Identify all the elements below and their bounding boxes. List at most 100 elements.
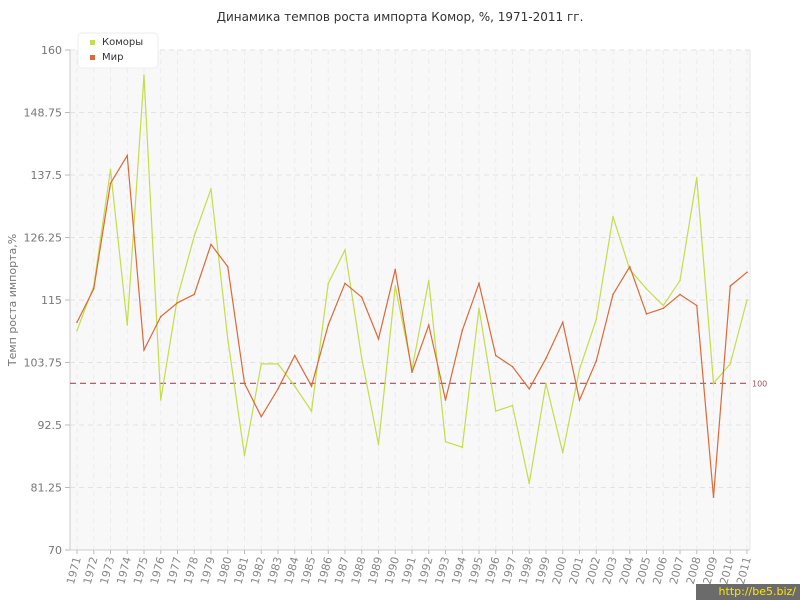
data-point: [226, 265, 229, 268]
data-point: [360, 296, 363, 299]
data-point: [143, 74, 145, 76]
data-point: [260, 415, 263, 418]
data-point: [561, 321, 564, 324]
data-point: [645, 288, 648, 290]
data-point: [578, 368, 581, 371]
data-point: [746, 271, 748, 274]
data-point: [260, 363, 263, 365]
data-point: [243, 454, 246, 457]
data-point: [662, 307, 665, 310]
watermark[interactable]: http://be5.biz/: [696, 584, 800, 600]
data-point: [679, 293, 681, 296]
data-point: [176, 301, 179, 304]
grid-lines: 70 81.25 92.5 103.75 115 126.25 137.5 148.75 160: [24, 44, 750, 557]
data-point: [729, 285, 732, 287]
data-point: [109, 168, 112, 171]
data-point: [210, 188, 212, 190]
data-point: [695, 176, 698, 179]
data-point: [344, 249, 346, 251]
data-point: [511, 365, 514, 368]
legend-label: Мир: [102, 52, 123, 63]
legend-box: [77, 32, 159, 69]
data-point: [243, 382, 246, 385]
y-tick-label: 92.5: [38, 419, 63, 432]
data-point: [411, 371, 413, 374]
data-point: [143, 349, 145, 351]
data-point: [444, 440, 447, 443]
data-point: [310, 385, 313, 387]
data-point: [494, 410, 497, 412]
data-point: [528, 482, 531, 485]
data-point: [377, 443, 380, 446]
data-point: [193, 235, 196, 237]
data-point: [109, 182, 112, 185]
data-point: [612, 215, 614, 218]
y-tick-label: 160: [41, 44, 62, 57]
data-point: [360, 357, 363, 360]
data-point: [628, 265, 631, 268]
data-point: [427, 324, 430, 326]
data-point: [92, 288, 95, 290]
data-point: [193, 293, 196, 296]
data-point: [561, 451, 564, 454]
y-tick-label: 137.5: [31, 169, 63, 182]
data-point: [394, 285, 397, 287]
y-axis-label: Темп роста импорта,%: [6, 234, 19, 367]
data-point: [712, 382, 715, 385]
data-point: [461, 446, 464, 449]
data-point: [461, 329, 464, 332]
series-2: [76, 153, 748, 499]
data-point: [159, 315, 162, 318]
data-point: [159, 399, 162, 401]
data-point: [344, 282, 346, 285]
data-point: [645, 313, 648, 315]
data-point: [478, 282, 480, 285]
data-point: [76, 329, 78, 332]
data-point: [327, 282, 330, 285]
data-point: [210, 243, 212, 246]
data-point: [746, 299, 748, 301]
data-point: [394, 268, 397, 271]
data-point: [578, 399, 581, 401]
data-point: [277, 363, 279, 365]
data-point: [427, 279, 430, 282]
data-point: [478, 307, 480, 310]
data-point: [126, 324, 129, 326]
data-point: [126, 154, 129, 157]
data-point: [226, 338, 229, 340]
chart-title: Динамика темпов роста импорта Комор, %, …: [216, 10, 584, 24]
y-tick-label: 126.25: [24, 232, 63, 245]
data-point: [729, 363, 732, 365]
data-point: [662, 304, 665, 307]
data-point: [293, 354, 296, 357]
legend-swatch: [90, 55, 95, 60]
data-point: [545, 382, 547, 385]
data-point: [712, 496, 715, 499]
data-point: [327, 324, 330, 326]
y-tick-label: 70: [48, 544, 62, 557]
data-point: [612, 293, 614, 296]
y-tick-label: 115: [41, 294, 62, 307]
data-point: [277, 388, 279, 390]
data-point: [695, 304, 698, 307]
legend: Коморы Мир: [77, 32, 159, 69]
legend-swatch: [90, 40, 95, 45]
reference-line-label: 100: [752, 379, 767, 388]
data-point: [679, 279, 681, 282]
data-point: [293, 385, 296, 387]
y-tick-label: 81.25: [31, 482, 63, 495]
data-point: [76, 321, 78, 324]
data-point: [595, 360, 598, 362]
y-tick-label: 148.75: [24, 107, 63, 120]
data-point: [310, 410, 313, 412]
data-point: [377, 338, 380, 340]
data-point: [528, 388, 531, 390]
y-tick-label: 103.75: [24, 357, 63, 370]
x-tick-label: 2011: [734, 555, 754, 585]
data-point: [494, 354, 497, 357]
data-point: [545, 357, 547, 360]
data-point: [511, 404, 514, 407]
data-point: [176, 296, 179, 299]
data-point: [444, 399, 447, 401]
